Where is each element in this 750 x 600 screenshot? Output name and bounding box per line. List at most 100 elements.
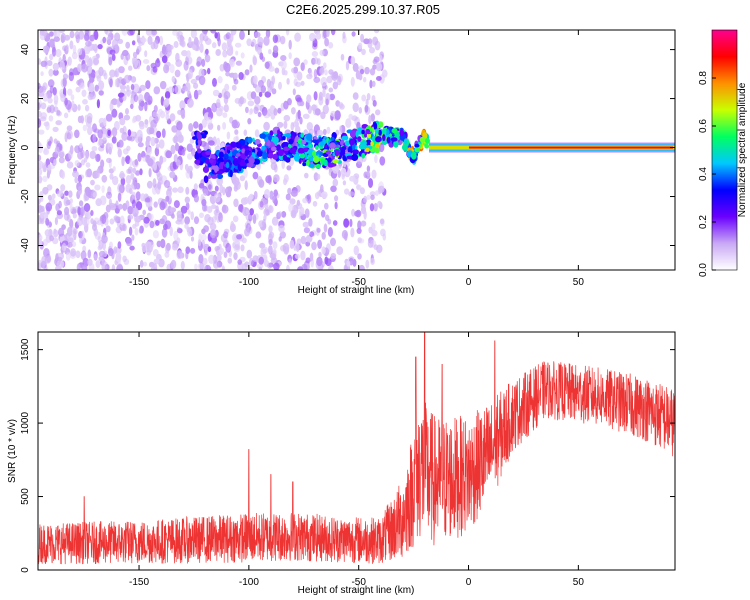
- noise-blob: [83, 203, 91, 212]
- ridge-blob: [312, 150, 317, 157]
- noise-blob: [287, 187, 292, 195]
- ridge-blob: [248, 156, 255, 165]
- ridge-blob: [320, 158, 325, 166]
- noise-blob: [97, 235, 101, 243]
- noise-blob: [125, 41, 131, 49]
- noise-blob: [78, 200, 84, 207]
- noise-blob: [267, 84, 273, 93]
- noise-blob: [119, 170, 125, 180]
- noise-blob: [97, 44, 103, 50]
- noise-blob: [365, 259, 370, 269]
- snr-frame: [37, 331, 676, 571]
- noise-blob: [105, 225, 111, 233]
- noise-blob: [51, 193, 56, 199]
- noise-blob: [101, 264, 108, 270]
- noise-blob: [232, 215, 239, 223]
- noise-blob: [202, 257, 208, 266]
- ridge-blob: [283, 146, 290, 151]
- noise-blob: [74, 176, 78, 184]
- noise-blob: [222, 204, 227, 213]
- noise-blob: [109, 49, 116, 55]
- noise-blob: [85, 189, 91, 197]
- noise-blob: [112, 175, 119, 186]
- ridge-blob: [373, 122, 378, 130]
- noise-blob: [68, 237, 74, 244]
- noise-blob: [216, 98, 221, 109]
- noise-blob: [125, 174, 132, 185]
- noise-blob: [349, 218, 353, 228]
- noise-blob: [112, 166, 116, 172]
- noise-blob: [69, 218, 74, 229]
- ridge-blob: [381, 127, 387, 136]
- noise-blob: [352, 259, 357, 267]
- noise-blob: [323, 223, 328, 233]
- noise-blob: [313, 91, 318, 101]
- noise-blob: [169, 113, 176, 122]
- ridge-blob: [262, 151, 268, 160]
- noise-blob: [179, 100, 186, 110]
- noise-blob: [330, 30, 336, 36]
- noise-blob: [38, 198, 41, 205]
- noise-blob: [272, 34, 279, 44]
- noise-blob: [176, 121, 183, 131]
- noise-blob: [230, 220, 235, 230]
- noise-blob: [373, 244, 379, 251]
- noise-blob: [96, 220, 103, 226]
- noise-blob: [320, 209, 326, 218]
- noise-blob: [72, 44, 77, 55]
- noise-blob: [379, 156, 386, 166]
- noise-blob: [209, 229, 217, 239]
- noise-blob: [352, 62, 359, 72]
- noise-blob: [212, 260, 220, 269]
- noise-blob: [63, 112, 69, 119]
- noise-blob: [55, 49, 62, 58]
- noise-blob: [159, 80, 167, 90]
- noise-blob: [161, 228, 168, 238]
- noise-blob: [180, 109, 186, 119]
- noise-blob: [302, 113, 310, 120]
- noise-blob: [38, 175, 43, 184]
- noise-blob: [165, 150, 172, 159]
- noise-blob: [39, 218, 45, 225]
- ridge-blob: [346, 155, 354, 160]
- noise-blob: [142, 209, 146, 216]
- spectrogram-x-label: Height of straight line (km): [298, 285, 415, 296]
- noise-blob: [249, 208, 254, 216]
- noise-blob: [92, 192, 97, 198]
- noise-blob: [309, 252, 314, 262]
- ridge-blob: [324, 144, 328, 149]
- ridge-blob: [386, 136, 391, 144]
- ridge-blob: [349, 138, 355, 146]
- noise-blob: [199, 43, 204, 53]
- noise-blob: [102, 36, 107, 44]
- noise-blob: [264, 189, 271, 199]
- noise-blob: [360, 33, 365, 43]
- noise-blob: [46, 170, 51, 179]
- ridge-blob: [329, 142, 336, 149]
- noise-blob: [324, 202, 329, 210]
- noise-blob: [193, 121, 199, 129]
- noise-blob: [128, 65, 133, 71]
- noise-blob: [189, 170, 193, 179]
- noise-blob: [306, 94, 312, 103]
- noise-blob: [193, 82, 199, 89]
- noise-blob: [69, 198, 74, 204]
- noise-blob: [268, 225, 273, 234]
- noise-blob: [49, 85, 54, 94]
- noise-blob: [88, 66, 92, 74]
- noise-blob: [221, 265, 225, 270]
- ridge-blob: [403, 138, 408, 146]
- noise-blob: [129, 158, 133, 167]
- noise-blob: [367, 239, 374, 248]
- noise-blob: [326, 75, 333, 84]
- ridge-blob: [285, 133, 292, 138]
- noise-blob: [152, 111, 158, 118]
- noise-blob: [245, 106, 249, 114]
- noise-blob: [90, 210, 94, 216]
- noise-blob: [374, 154, 378, 164]
- noise-blob: [373, 30, 380, 34]
- noise-blob: [153, 263, 158, 270]
- noise-blob: [342, 31, 346, 39]
- noise-blob: [127, 214, 134, 220]
- ridge-blob: [410, 151, 417, 160]
